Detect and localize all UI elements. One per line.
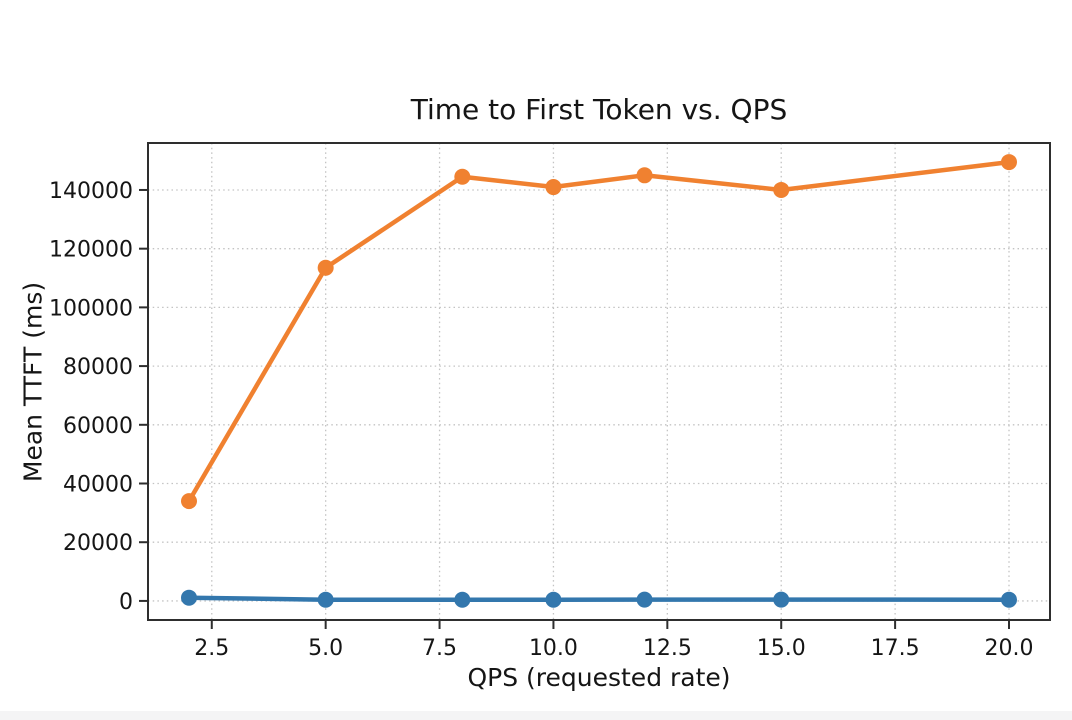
x-tick-label: 10.0 <box>529 636 578 661</box>
blue-series-marker <box>181 589 197 606</box>
x-tick-label: 5.0 <box>308 636 343 661</box>
y-tick-label: 20000 <box>63 531 133 556</box>
blue-series-marker <box>317 591 334 608</box>
x-tick-label: 7.5 <box>422 636 457 661</box>
y-tick-label: 80000 <box>63 355 133 380</box>
bottom-bar <box>0 711 1072 720</box>
orange-series-marker <box>636 167 653 184</box>
orange-series-marker <box>317 259 334 276</box>
x-tick-label: 2.5 <box>194 636 229 661</box>
blue-series-marker <box>773 591 790 608</box>
orange-series-line <box>186 159 1012 504</box>
y-tick-label: 120000 <box>49 238 133 263</box>
y-tick-label: 140000 <box>49 179 133 204</box>
x-axis-label: QPS (requested rate) <box>467 663 731 692</box>
blue-series-marker <box>545 591 562 608</box>
x-tick-label: 12.5 <box>643 636 692 661</box>
x-tick-label: 17.5 <box>871 636 920 661</box>
axes-box <box>147 142 1051 621</box>
orange-series-marker <box>454 168 471 185</box>
blue-series-marker <box>454 591 471 608</box>
orange-series-marker <box>1001 154 1017 171</box>
blue-series-marker <box>1001 591 1017 608</box>
orange-series-marker <box>181 493 197 510</box>
blue-series-marker <box>636 591 653 608</box>
y-tick-label: 100000 <box>49 296 133 321</box>
blue-series-line <box>186 595 1012 602</box>
orange-series-marker <box>545 179 562 196</box>
y-tick-label: 60000 <box>63 414 133 439</box>
y-tick-label: 0 <box>119 590 133 615</box>
x-tick-label: 20.0 <box>985 636 1034 661</box>
orange-series-marker <box>773 181 790 198</box>
y-tick-label: 40000 <box>63 473 133 498</box>
y-axis-label: Mean TTFT (ms) <box>18 281 48 483</box>
x-tick-label: 15.0 <box>757 636 806 661</box>
chart-title: Time to First Token vs. QPS <box>410 93 788 126</box>
